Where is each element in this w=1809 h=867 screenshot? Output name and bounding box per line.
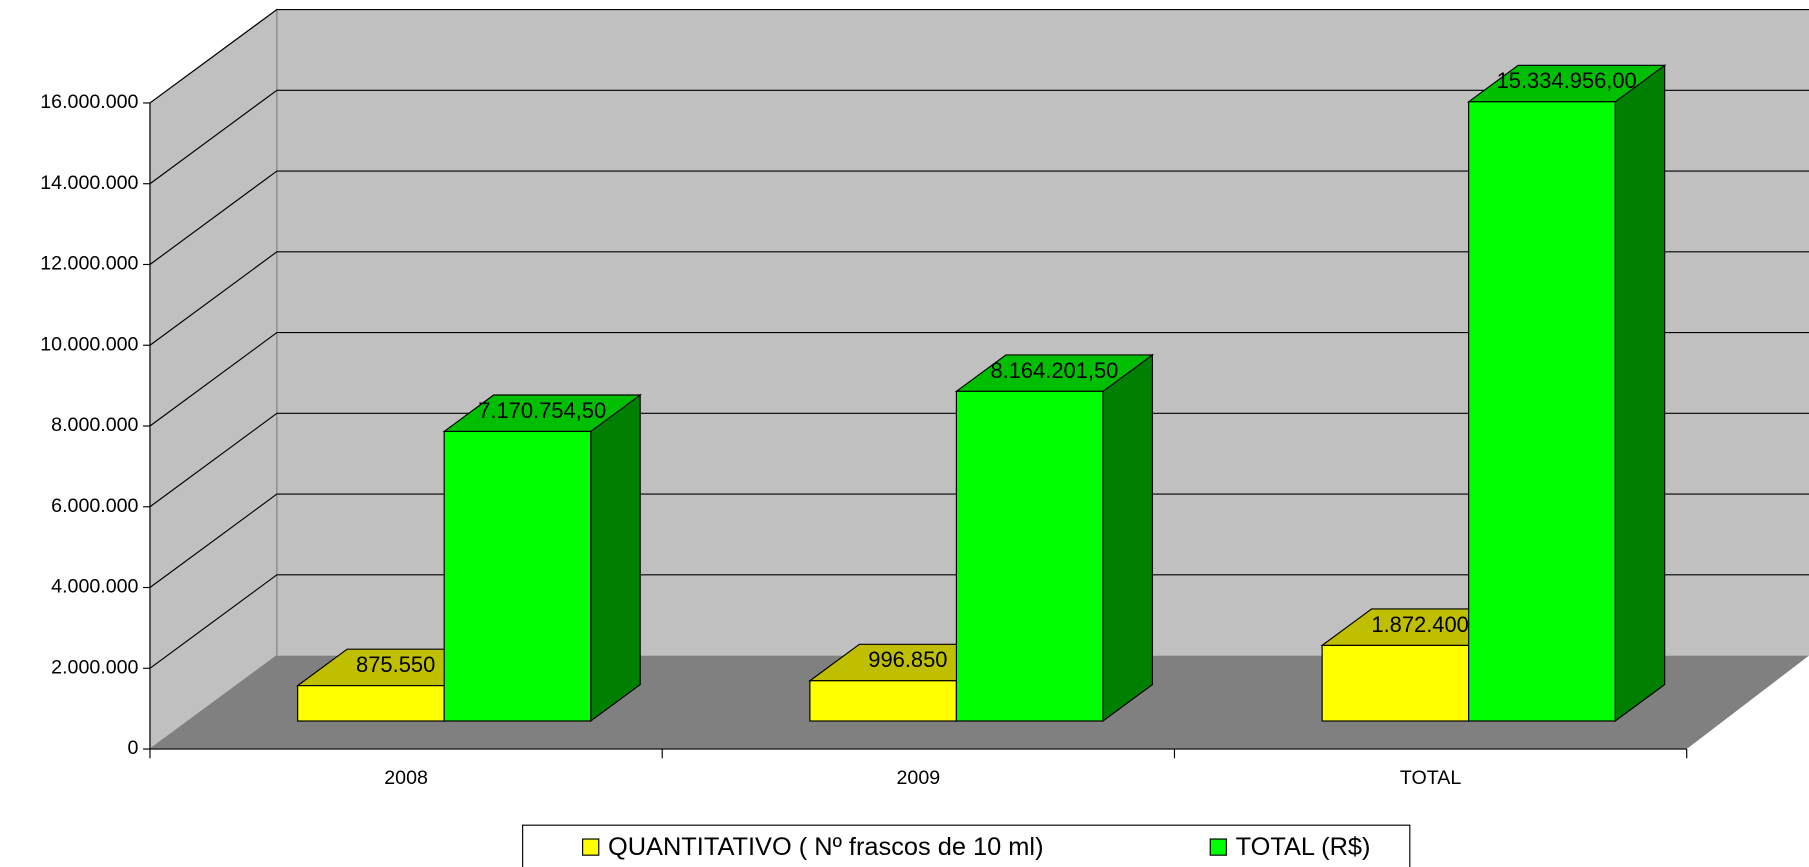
value-label: 1.872.400 xyxy=(1371,612,1468,637)
value-label: 7.170.754,50 xyxy=(478,398,606,423)
grid-line xyxy=(149,574,1809,669)
bar xyxy=(955,390,1104,722)
y-tick-label: 4.000.000 xyxy=(51,576,138,598)
bar xyxy=(1468,101,1616,722)
grid-line xyxy=(149,8,1809,104)
grid-line xyxy=(149,170,1809,265)
labels: 0 2.000.000 4.000.000 6.000.000 8.000.000 10.… xyxy=(40,68,1636,789)
grid-line xyxy=(149,251,1809,346)
x-tick-label: TOTAL xyxy=(1400,767,1461,789)
y-tick-label: 16.000.000 xyxy=(40,91,138,113)
bar xyxy=(443,430,592,722)
legend-label: TOTAL (R$) xyxy=(1236,833,1371,861)
legend-swatch xyxy=(582,838,600,856)
bar xyxy=(1321,644,1470,722)
y-tick-label: 2.000.000 xyxy=(51,656,138,678)
bar-side xyxy=(590,393,641,723)
y-tick-label: 0 xyxy=(128,737,139,759)
x-tick-label: 2009 xyxy=(897,767,941,789)
value-label: 8.164.201,50 xyxy=(990,358,1118,383)
grid-line xyxy=(149,493,1809,588)
bar-side xyxy=(1614,64,1666,723)
grid-line xyxy=(149,89,1809,185)
grid-line xyxy=(149,412,1809,508)
legend-label: QUANTITATIVO ( Nº frascos de 10 ml) xyxy=(608,833,1044,861)
y-tick-label: 10.000.000 xyxy=(40,333,138,355)
y-tick-label: 12.000.000 xyxy=(40,253,138,275)
grid xyxy=(143,8,1809,759)
y-tick-label: 8.000.000 xyxy=(51,414,138,436)
bar xyxy=(809,680,957,722)
grid-line xyxy=(149,331,1809,427)
legend-box xyxy=(522,824,1411,867)
legend: QUANTITATIVO ( Nº frascos de 10 ml) TOTAL… xyxy=(582,833,1371,861)
y-tick-label: 6.000.000 xyxy=(51,495,138,517)
value-label: 875.550 xyxy=(356,652,435,677)
legend-swatch xyxy=(1209,838,1227,856)
bar-side xyxy=(1102,353,1154,723)
bar xyxy=(297,685,445,722)
value-label: 15.334.956,00 xyxy=(1497,68,1637,93)
bars xyxy=(295,64,1667,723)
y-tick-label: 14.000.000 xyxy=(40,172,138,194)
x-tick-label: 2008 xyxy=(384,767,428,789)
value-label: 996.850 xyxy=(868,647,947,672)
